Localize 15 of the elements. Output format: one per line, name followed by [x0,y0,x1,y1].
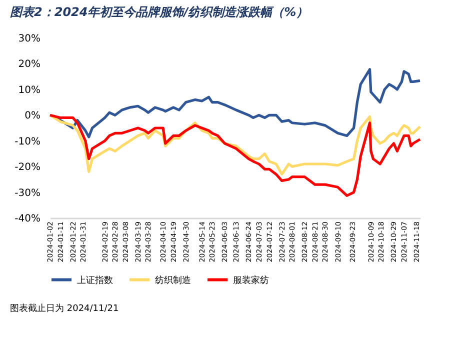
y-tick-label: 10% [18,84,40,96]
y-tick-label: -40% [14,214,40,224]
legend-label: 上证指数 [77,274,113,286]
y-tick-label: 30% [18,34,40,44]
legend-label: 服装家纺 [233,274,269,286]
chart-title: 图表2：2024年初至今品牌服饰/纺织制造涨跌幅（%） [10,5,308,19]
line-series [48,114,422,197]
text: 图表截止日为 2024/11/21 [10,303,119,314]
legend-label: 纺织制造 [155,274,191,286]
line-series [48,114,422,176]
y-tick-label: 0% [24,110,40,122]
y-tick-label: 20% [18,59,40,70]
y-tick-label: -10% [14,136,40,148]
y-tick-label: -30% [14,188,40,199]
y-tick-label: -20% [14,162,40,174]
